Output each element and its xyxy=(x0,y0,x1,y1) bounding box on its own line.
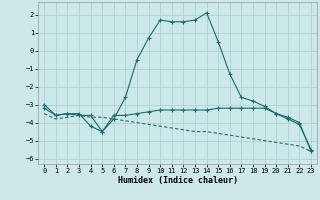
X-axis label: Humidex (Indice chaleur): Humidex (Indice chaleur) xyxy=(118,176,238,185)
